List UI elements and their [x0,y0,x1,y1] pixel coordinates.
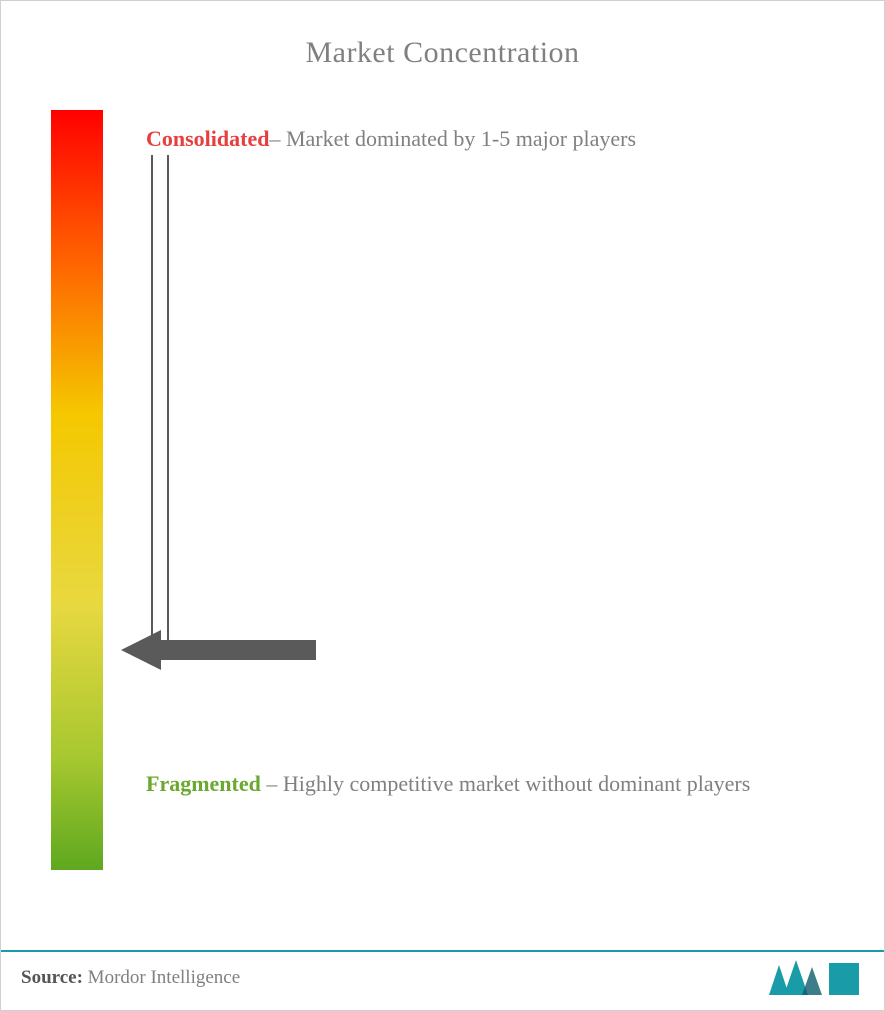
source-label: Source: [21,967,83,988]
fragmented-term: Fragmented [146,771,261,796]
footer: Source: Mordor Intelligence [1,950,884,1010]
chart-container: Market Concentration Consolidated– Marke… [0,0,885,1011]
source-text: Source: Mordor Intelligence [21,967,240,989]
logo-icon [764,955,864,1000]
consolidated-term: Consolidated [146,126,269,151]
arrow-indicator [121,625,321,675]
consolidated-label: Consolidated– Market dominated by 1-5 ma… [146,115,826,163]
chart-title: Market Concentration [1,1,884,70]
source-value: Mordor Intelligence [83,967,240,988]
chart-area: Consolidated– Market dominated by 1-5 ma… [1,110,884,890]
fragmented-label: Fragmented – Highly competitive market w… [146,760,846,808]
gradient-bar [51,110,103,870]
bracket-lines [146,155,176,655]
consolidated-description: – Market dominated by 1-5 major players [269,126,636,151]
fragmented-description: – Highly competitive market without domi… [261,771,750,796]
